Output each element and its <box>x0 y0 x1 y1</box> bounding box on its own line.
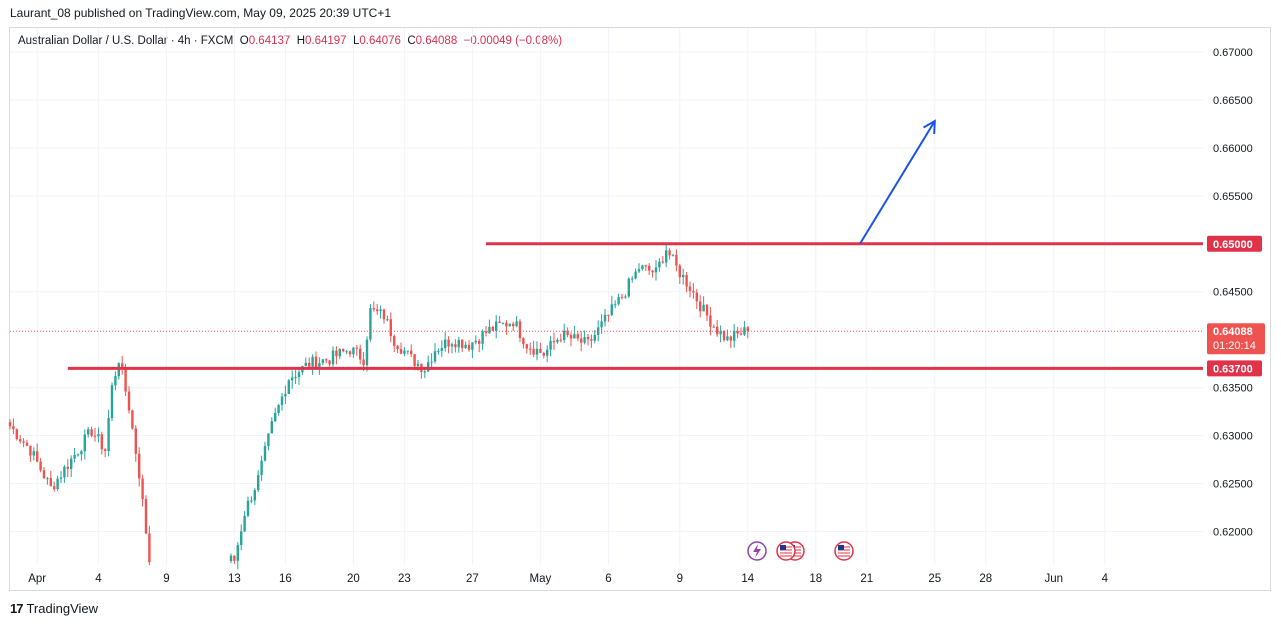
legend-high-label: H <box>296 35 305 47</box>
legend-high-value: 0.64197 <box>305 35 347 47</box>
legend-low-value: 0.64076 <box>359 35 401 47</box>
chart-frame[interactable] <box>9 27 1271 591</box>
chart-legend: Australian Dollar / U.S. Dollar · 4h · F… <box>18 35 562 47</box>
tradingview-logo-icon: 17 <box>10 601 24 616</box>
legend-low-label: L <box>352 35 360 47</box>
footer-brand: 17 TradingView <box>10 601 98 616</box>
publish-info: Laurant_08 published on TradingView.com,… <box>10 6 392 20</box>
legend-open-value: 0.64137 <box>248 35 291 47</box>
footer-brand-name: TradingView <box>26 601 99 616</box>
legend-open-label: O <box>239 35 249 47</box>
legend-symbol: Australian Dollar / U.S. Dollar · 4h · F… <box>18 35 234 47</box>
legend-change: −0.00049 (−0.08%) <box>463 35 563 47</box>
legend-close-value: 0.64088 <box>415 35 458 47</box>
legend-close-label: C <box>407 35 416 47</box>
